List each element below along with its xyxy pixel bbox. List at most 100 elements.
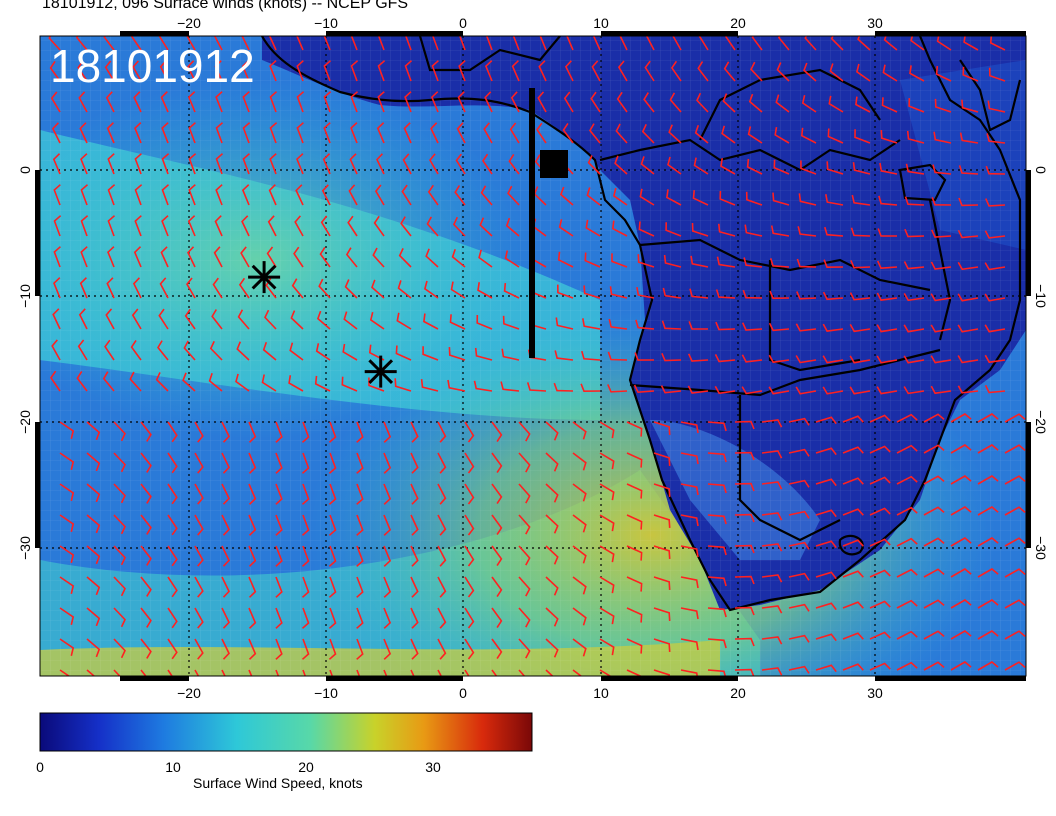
lat-tick: −10 [17, 284, 33, 308]
wind-barb [876, 355, 898, 364]
wind-barb [559, 186, 574, 206]
wind-barb [80, 215, 89, 237]
wind-barb [113, 638, 126, 659]
wind-barb [134, 122, 142, 144]
wind-barb [923, 599, 945, 609]
wind-barb [881, 97, 898, 113]
wind-barb [557, 251, 574, 268]
wind-barb [950, 630, 972, 640]
wind-barb [761, 419, 783, 428]
wind-barb [693, 157, 709, 175]
wind-barb [641, 123, 655, 144]
wind-barb [626, 607, 643, 623]
wind-barb [734, 420, 755, 430]
wind-barb [129, 371, 142, 392]
wind-barb [774, 126, 790, 144]
wind-barb [815, 664, 837, 673]
wind-barb [437, 607, 447, 629]
wind-barb [581, 350, 601, 361]
wind-barb [328, 638, 337, 660]
wind-barb [248, 607, 257, 629]
frame-tick-bars [35, 31, 1031, 681]
wind-barb [113, 607, 126, 628]
lat-tick: −30 [1033, 536, 1049, 560]
wind-barb [788, 479, 810, 488]
wind-barb [599, 483, 615, 501]
wind-barb [348, 184, 358, 206]
wind-barb [376, 153, 385, 175]
wind-barb [977, 599, 999, 609]
wind-barb [1004, 537, 1026, 547]
wind-barb [261, 374, 277, 392]
wind-barb [1004, 413, 1026, 423]
wind-barb [369, 312, 385, 330]
wind-barb [545, 545, 559, 565]
wind-barb [397, 280, 412, 299]
wind-barb [564, 60, 574, 82]
wind-barb [329, 669, 334, 676]
wind-barb [301, 421, 310, 443]
wind-barb [318, 278, 331, 299]
wind-barb [194, 514, 204, 536]
wind-barb [464, 421, 475, 443]
wind-barb [769, 258, 790, 268]
wind-barb [905, 163, 925, 175]
wind-barb [86, 545, 101, 565]
wind-barb [824, 226, 844, 237]
wind-barb [909, 65, 925, 82]
wind-barb [904, 228, 925, 238]
wind-barb [590, 91, 601, 113]
wind-barb [518, 638, 531, 659]
wind-barb [268, 184, 277, 206]
wind-barb [104, 60, 115, 82]
wind-barb [869, 662, 891, 671]
wind-barb [59, 514, 75, 532]
wind-barb [507, 185, 520, 206]
wind-barb [667, 156, 682, 175]
wind-barb [984, 230, 1006, 239]
wind-barb [437, 545, 447, 567]
wind-barb [511, 60, 520, 82]
wind-barb [930, 324, 952, 333]
wind-barb [237, 309, 250, 330]
wind-barb [876, 386, 898, 395]
wind-barb [572, 514, 587, 533]
wind-barb [582, 318, 601, 330]
wind-barb [607, 351, 628, 361]
wind-barb [721, 125, 736, 144]
wind-barb [518, 421, 531, 442]
wind-barb [815, 447, 837, 456]
lat-ticks-right: 0 −10 −20 −30 [1033, 166, 1049, 560]
asterisk-marker [248, 261, 281, 294]
wind-barb [707, 607, 727, 618]
wind-barb [450, 281, 466, 299]
wind-barb [86, 669, 96, 676]
wind-barb [930, 293, 952, 302]
wind-barb [140, 669, 147, 676]
wind-barb [842, 601, 864, 609]
wind-barb [957, 324, 979, 333]
wind-barb [383, 638, 392, 660]
wind-barb [842, 632, 864, 640]
wind-barb [456, 122, 466, 144]
wind-barb [269, 153, 277, 175]
wind-barb [545, 514, 559, 534]
wind-barb [275, 669, 280, 676]
wind-barb [289, 342, 304, 361]
wind-barb [707, 638, 727, 649]
wind-barb [636, 286, 655, 299]
wind-barb [869, 538, 891, 547]
wind-barb [457, 91, 466, 113]
wind-barb [714, 385, 736, 395]
wind-barb [269, 60, 277, 82]
map-frame [39, 35, 1027, 677]
wind-barb [509, 122, 520, 144]
wind-barb [80, 246, 88, 268]
wind-barb [518, 452, 531, 473]
wind-barb [761, 543, 783, 552]
wind-barb [161, 215, 169, 237]
wind-barb [639, 188, 655, 206]
wind-barb [984, 293, 1006, 302]
wind-barb [687, 353, 709, 362]
wind-barb [476, 314, 493, 330]
